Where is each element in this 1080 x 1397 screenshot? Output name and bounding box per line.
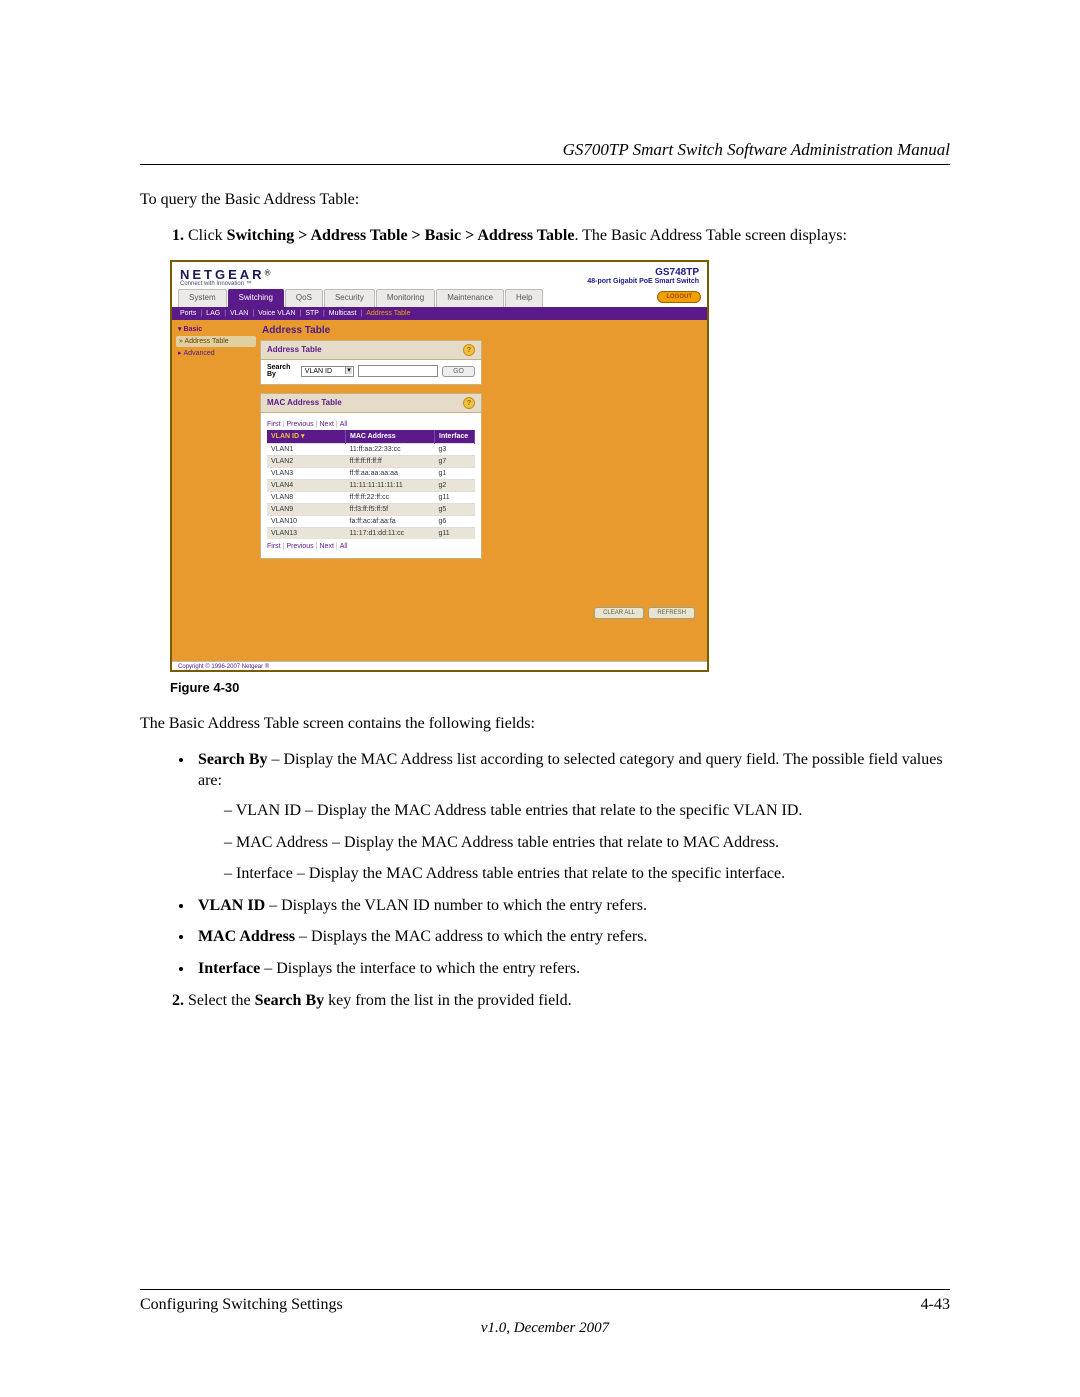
refresh-button[interactable]: REFRESH xyxy=(648,607,695,619)
go-button[interactable]: GO xyxy=(442,366,475,377)
nav-tab-switching[interactable]: Switching xyxy=(228,289,284,307)
help-icon-2[interactable]: ? xyxy=(463,397,475,409)
sidebar-item-address-table[interactable]: » Address Table xyxy=(176,336,256,347)
panel1-title: Address Table xyxy=(267,346,322,354)
pager-bottom: First|Previous|Next|All xyxy=(267,543,475,550)
model-number: GS748TP xyxy=(587,268,699,278)
nav-tab-maintenance[interactable]: Maintenance xyxy=(436,289,504,307)
page-header-title: GS700TP Smart Switch Software Administra… xyxy=(140,140,950,160)
logout-button[interactable]: LOGOUT xyxy=(657,291,701,303)
nav-tab-qos[interactable]: QoS xyxy=(285,289,323,307)
col-vlan-id[interactable]: VLAN ID ▾ xyxy=(267,430,346,444)
brand-logo: NETGEAR xyxy=(180,267,265,282)
step-1-number-label: 1. xyxy=(172,227,184,244)
dash-mac-address: MAC Address – Display the MAC Address ta… xyxy=(224,832,950,854)
figure-screenshot: NETGEAR® Connect with Innovation ™ GS748… xyxy=(170,260,950,672)
step-2: 2. Select the Search By key from the lis… xyxy=(164,990,950,1012)
nav-tab-system[interactable]: System xyxy=(178,289,227,307)
search-by-select[interactable]: VLAN ID xyxy=(301,366,354,377)
main-content: Address Table Address Table ? Search By … xyxy=(260,320,707,661)
search-by-label: Search By xyxy=(267,364,297,378)
table-row[interactable]: VLAN111:ff:aa:22:33:ccg3 xyxy=(267,444,475,456)
subnav-multicast[interactable]: Multicast xyxy=(329,310,357,317)
step1-path: Switching > Address Table > Basic > Addr… xyxy=(227,227,575,244)
netgear-screenshot: NETGEAR® Connect with Innovation ™ GS748… xyxy=(170,260,709,672)
dash-vlan-id: VLAN ID – Display the MAC Address table … xyxy=(224,800,950,822)
clear-all-button[interactable]: CLEAR ALL xyxy=(594,607,644,619)
pager-previous[interactable]: Previous xyxy=(286,421,313,428)
col-mac-address[interactable]: MAC Address xyxy=(346,430,435,444)
bullet-vlan-id: VLAN ID – Displays the VLAN ID number to… xyxy=(194,895,950,917)
step-1: 1. Click Switching > Address Table > Bas… xyxy=(164,225,950,247)
step1-text-a: Click xyxy=(188,227,227,244)
model-desc: 48-port Gigabit PoE Smart Switch xyxy=(587,278,699,285)
copyright-bar: Copyright © 1996-2007 Netgear ® xyxy=(172,661,707,670)
subnav-voice-vlan[interactable]: Voice VLAN xyxy=(258,310,295,317)
main-nav: SystemSwitchingQoSSecurityMonitoringMain… xyxy=(172,289,707,307)
pager-next[interactable]: Next xyxy=(320,543,334,550)
subnav-address-table[interactable]: Address Table xyxy=(366,310,410,317)
main-title: Address Table xyxy=(262,326,701,336)
shot-header: NETGEAR® Connect with Innovation ™ GS748… xyxy=(172,262,707,289)
table-row[interactable]: VLAN411:11:11:11:11:11g2 xyxy=(267,480,475,492)
nav-tab-monitoring[interactable]: Monitoring xyxy=(376,289,435,307)
bullet-interface: Interface – Displays the interface to wh… xyxy=(194,958,950,980)
panel-address-table: Address Table ? Search By VLAN ID GO xyxy=(260,340,482,385)
subnav-stp[interactable]: STP xyxy=(305,310,319,317)
sub-nav: Ports|LAG|VLAN|Voice VLAN|STP|Multicast|… xyxy=(172,307,707,320)
step1-text-c: . The Basic Address Table screen display… xyxy=(574,227,846,244)
pager-first[interactable]: First xyxy=(267,543,281,550)
panel2-title: MAC Address Table xyxy=(267,399,342,407)
mac-address-table: VLAN ID ▾MAC AddressInterface VLAN111:ff… xyxy=(267,430,475,539)
pager-next[interactable]: Next xyxy=(320,421,334,428)
help-icon[interactable]: ? xyxy=(463,344,475,356)
footer-rule xyxy=(140,1289,950,1290)
pager-all[interactable]: All xyxy=(340,421,348,428)
dash-interface: Interface – Display the MAC Address tabl… xyxy=(224,863,950,885)
intro-text: To query the Basic Address Table: xyxy=(140,189,950,211)
subnav-ports[interactable]: Ports xyxy=(180,310,196,317)
pager-top: First|Previous|Next|All xyxy=(267,421,475,428)
footer-page-number: 4-43 xyxy=(921,1296,950,1314)
sidebar-basic-header[interactable]: ▾Basic xyxy=(178,326,256,333)
subnav-lag[interactable]: LAG xyxy=(206,310,220,317)
footer-section: Configuring Switching Settings xyxy=(140,1296,343,1314)
nav-tab-help[interactable]: Help xyxy=(505,289,543,307)
table-row[interactable]: VLAN8ff:ff:ff:22:ff:ccg11 xyxy=(267,492,475,504)
pager-all[interactable]: All xyxy=(340,543,348,550)
footer-version: v1.0, December 2007 xyxy=(140,1320,950,1337)
figure-caption: Figure 4-30 xyxy=(170,680,950,695)
sidebar: ▾Basic » Address Table ▸Advanced xyxy=(172,320,260,661)
table-row[interactable]: VLAN3ff:ff:aa:aa:aa:aag1 xyxy=(267,468,475,480)
search-input[interactable] xyxy=(358,365,438,377)
pager-first[interactable]: First xyxy=(267,421,281,428)
bullet-mac-address: MAC Address – Displays the MAC address t… xyxy=(194,926,950,948)
brand-reg-icon: ® xyxy=(265,269,271,278)
bullet-search-by: Search By – Display the MAC Address list… xyxy=(194,749,950,885)
sidebar-advanced-header[interactable]: ▸Advanced xyxy=(178,350,256,357)
header-rule xyxy=(140,164,950,165)
table-row[interactable]: VLAN9ff:f3:ff:f5:ff:5fg5 xyxy=(267,504,475,516)
table-row[interactable]: VLAN1311:17:d1:dd:11:ccg11 xyxy=(267,528,475,540)
table-row[interactable]: VLAN2ff:ff:ff:ff:ff:ffg7 xyxy=(267,456,475,468)
col-interface[interactable]: Interface xyxy=(435,430,475,444)
nav-tab-security[interactable]: Security xyxy=(324,289,375,307)
panel-mac-table: MAC Address Table ? First|Previous|Next|… xyxy=(260,393,482,559)
subnav-vlan[interactable]: VLAN xyxy=(230,310,248,317)
table-row[interactable]: VLAN10fa:ff:ac:af:aa:fag6 xyxy=(267,516,475,528)
after-figure-text: The Basic Address Table screen contains … xyxy=(140,713,950,735)
pager-previous[interactable]: Previous xyxy=(286,543,313,550)
